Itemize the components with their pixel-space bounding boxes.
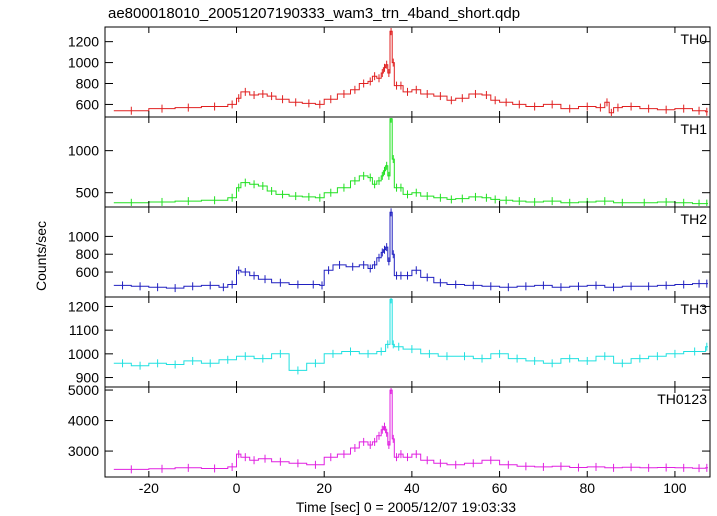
panel-label: TH1 xyxy=(681,121,708,137)
panel-th1: TH1 500 1000 xyxy=(68,116,711,208)
x-axis-label: Time [sec] 0 = 2005/12/07 19:03:33 xyxy=(296,499,516,515)
panel-label: TH3 xyxy=(681,301,708,317)
x-tick-label: -20 xyxy=(139,480,159,496)
y-tick-label: 1000 xyxy=(68,55,99,71)
panel-label: TH0 xyxy=(681,31,708,47)
y-tick-label: 1200 xyxy=(68,34,99,50)
chart-title: ae800018010_20051207190333_wam3_trn_4ban… xyxy=(108,5,520,22)
x-tick-label: 40 xyxy=(404,480,420,496)
panel-frame xyxy=(104,206,711,298)
y-tick-label: 600 xyxy=(76,264,100,280)
y-tick-label: 4000 xyxy=(68,413,99,429)
y-tick-label: 600 xyxy=(76,96,100,112)
panel-label: TH2 xyxy=(681,211,708,227)
y-tick-label: 1000 xyxy=(68,143,99,159)
y-tick-label: 800 xyxy=(76,76,100,92)
panel-th2: TH2 600 800 1000 xyxy=(68,206,711,298)
y-axis-label: Counts/sec xyxy=(33,221,49,291)
y-tick-label: 800 xyxy=(76,246,100,262)
y-tick-label: 900 xyxy=(76,370,100,386)
panel-label: TH0123 xyxy=(657,391,707,407)
series-line-th2 xyxy=(113,211,708,289)
x-tick-label: 60 xyxy=(492,480,508,496)
panel-th3: TH3 900 1000 1100 1200 xyxy=(68,296,711,388)
x-tick-label: 100 xyxy=(663,480,687,496)
panel-th0123: TH0123 3000 4000 5000 xyxy=(68,382,711,478)
panel-frame xyxy=(104,26,711,118)
panels-group: TH060080010001200TH15001000TH26008001000… xyxy=(68,26,711,496)
y-tick-label: 1000 xyxy=(68,228,99,244)
x-tick-label: 0 xyxy=(233,480,241,496)
y-tick-label: 1200 xyxy=(68,298,99,314)
y-tick-label: 5000 xyxy=(68,382,99,398)
panel-th0: TH0 600 800 1000 1200 xyxy=(68,26,711,118)
y-tick-label: 1100 xyxy=(69,322,99,338)
panel-frame xyxy=(104,296,711,388)
x-tick-label: 20 xyxy=(316,480,332,496)
series-line-th1 xyxy=(113,118,708,205)
y-tick-label: 1000 xyxy=(68,346,99,362)
series-line-th0 xyxy=(113,30,708,114)
panel-frame xyxy=(104,386,711,478)
x-tick-label: 80 xyxy=(579,480,595,496)
y-tick-label: 3000 xyxy=(68,443,99,459)
y-tick-label: 500 xyxy=(76,185,100,201)
series-line-th3 xyxy=(113,298,708,371)
series-line-th0123 xyxy=(113,389,708,470)
